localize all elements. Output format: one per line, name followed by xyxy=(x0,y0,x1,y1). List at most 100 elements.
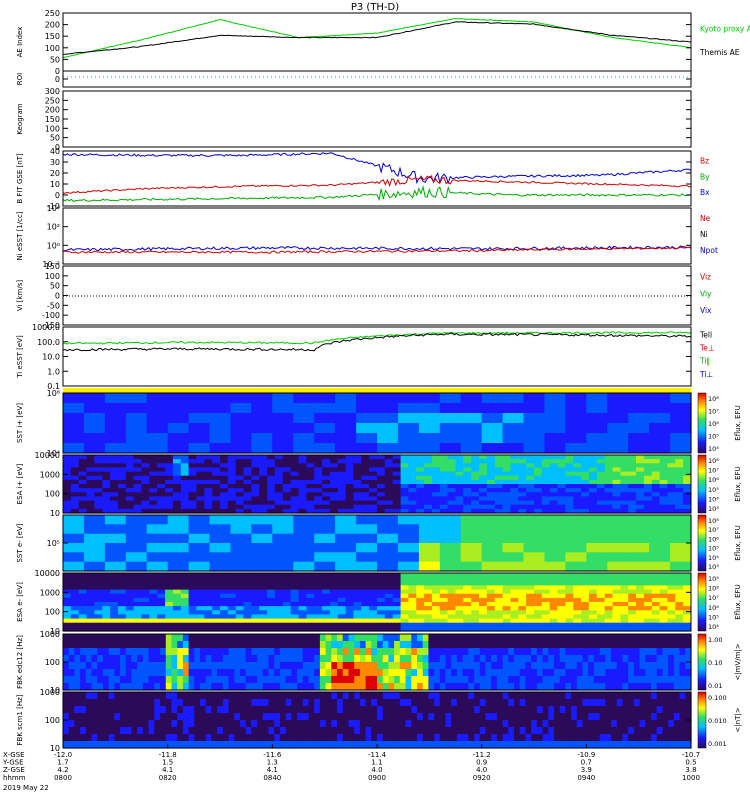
spectrogram-cell xyxy=(125,573,135,578)
spectrogram-cell xyxy=(377,606,386,611)
spectrogram-cell xyxy=(137,676,144,684)
spectrogram-cell xyxy=(599,669,606,677)
spectrogram-cell xyxy=(479,577,488,582)
spectrogram-cell xyxy=(272,524,294,535)
spectrogram-cell xyxy=(662,683,669,691)
spectrogram-cell xyxy=(683,606,692,611)
spectrogram-cell xyxy=(240,655,247,663)
spectrogram-cell xyxy=(131,734,138,742)
spectrogram-cell xyxy=(565,683,572,691)
spectrogram-cell xyxy=(235,614,245,620)
spectrogram-cell xyxy=(670,403,692,414)
spectrogram-cell xyxy=(571,741,578,749)
spectrogram-cell xyxy=(377,561,399,572)
spectrogram-cell xyxy=(251,467,260,473)
spectrogram-cell xyxy=(628,455,637,460)
spectrogram-cell xyxy=(200,713,207,721)
spectrogram-cell xyxy=(110,622,119,628)
spectrogram-cell xyxy=(392,614,402,620)
spectrogram-cell xyxy=(220,500,229,506)
spectrogram-cell xyxy=(422,683,429,691)
spectrogram-cell xyxy=(636,597,645,603)
spectrogram-cell xyxy=(491,683,498,691)
spectrogram-cell xyxy=(399,641,407,649)
spectrogram-cell xyxy=(337,500,347,506)
spectrogram-cell xyxy=(94,496,103,502)
spectrogram-cell xyxy=(342,648,349,656)
spectrogram-cell xyxy=(611,669,618,677)
spectrogram-cell xyxy=(314,610,323,615)
spectrogram-cell xyxy=(683,626,692,632)
spectrogram-cell xyxy=(180,488,190,493)
spectrogram-cell xyxy=(285,713,292,721)
y-tick-label: 100 xyxy=(45,608,60,617)
spectrogram-cell xyxy=(222,655,230,663)
spectrogram-cell xyxy=(110,496,119,502)
spectrogram-cell xyxy=(369,455,378,460)
spectrogram-cell xyxy=(335,423,357,434)
spectrogram-cell xyxy=(353,488,362,493)
spectrogram-cell xyxy=(251,508,260,514)
spectrogram-cell xyxy=(502,492,511,497)
spectrogram-cell xyxy=(651,706,658,714)
spectrogram-cell xyxy=(322,479,331,485)
spectrogram-cell xyxy=(243,606,252,611)
spectrogram-cell xyxy=(620,589,629,595)
spectrogram-cell xyxy=(392,504,402,510)
spectrogram-cell xyxy=(582,734,589,742)
spectrogram-cell xyxy=(196,467,205,473)
spectrogram-cell xyxy=(571,699,578,707)
spectrogram-cell xyxy=(573,471,582,477)
spectrogram-cell xyxy=(243,508,252,514)
spectrogram-cell xyxy=(384,573,394,578)
spectrogram-cell xyxy=(394,669,401,677)
spectrogram-cell xyxy=(596,496,606,502)
spectrogram-cell xyxy=(102,508,111,514)
spectrogram-cell xyxy=(329,593,339,599)
spectrogram-cell xyxy=(685,669,692,677)
spectrogram-cell xyxy=(479,626,488,632)
spectrogram-cell xyxy=(141,581,150,586)
spectrogram-cell xyxy=(279,669,287,677)
spectrogram-cell xyxy=(486,610,496,615)
spectrogram-cell xyxy=(622,699,629,707)
spectrogram-cell xyxy=(149,614,158,620)
spectrogram-cell xyxy=(291,683,298,691)
spectrogram-cell xyxy=(314,602,323,607)
spectrogram-cell xyxy=(518,573,527,578)
spectrogram-cell xyxy=(337,463,347,468)
spectrogram-cell xyxy=(314,504,323,510)
spectrogram-cell xyxy=(377,626,386,632)
spectrogram-cell xyxy=(636,614,645,620)
spectrogram-cell xyxy=(662,727,669,735)
spectrogram-cell xyxy=(534,479,543,485)
spectrogram-cell xyxy=(451,713,458,721)
spectrogram-cell xyxy=(290,618,299,624)
spectrogram-cell xyxy=(369,484,378,489)
spectrogram-cell xyxy=(141,585,150,591)
spectrogram-cell xyxy=(125,614,135,620)
spectrogram-cell xyxy=(605,683,612,691)
spectrogram-cell xyxy=(120,713,127,721)
spectrogram-cell xyxy=(86,479,95,485)
spectrogram-cell xyxy=(222,713,230,721)
spectrogram-cell xyxy=(353,484,362,489)
spectrogram-cell xyxy=(612,500,621,506)
spectrogram-cell xyxy=(659,597,668,603)
spectrogram-cell xyxy=(329,610,339,615)
spectrogram-cell xyxy=(337,713,344,721)
spectrogram-cell xyxy=(205,727,212,735)
spectrogram-cell xyxy=(685,720,692,728)
spectrogram-cell xyxy=(220,581,229,586)
spectrogram-cell xyxy=(172,496,182,502)
spectrogram-cell xyxy=(471,606,480,611)
spectrogram-cell xyxy=(462,641,469,649)
spectrogram-cell xyxy=(268,648,275,656)
spectrogram-cell xyxy=(651,585,661,591)
spectrogram-cell xyxy=(679,655,686,663)
spectrogram-cell xyxy=(685,676,692,684)
spectrogram-cell xyxy=(502,577,511,582)
spectrogram-cell xyxy=(86,618,95,624)
spectrogram-cell xyxy=(80,648,87,656)
spectrogram-cell xyxy=(200,699,207,707)
